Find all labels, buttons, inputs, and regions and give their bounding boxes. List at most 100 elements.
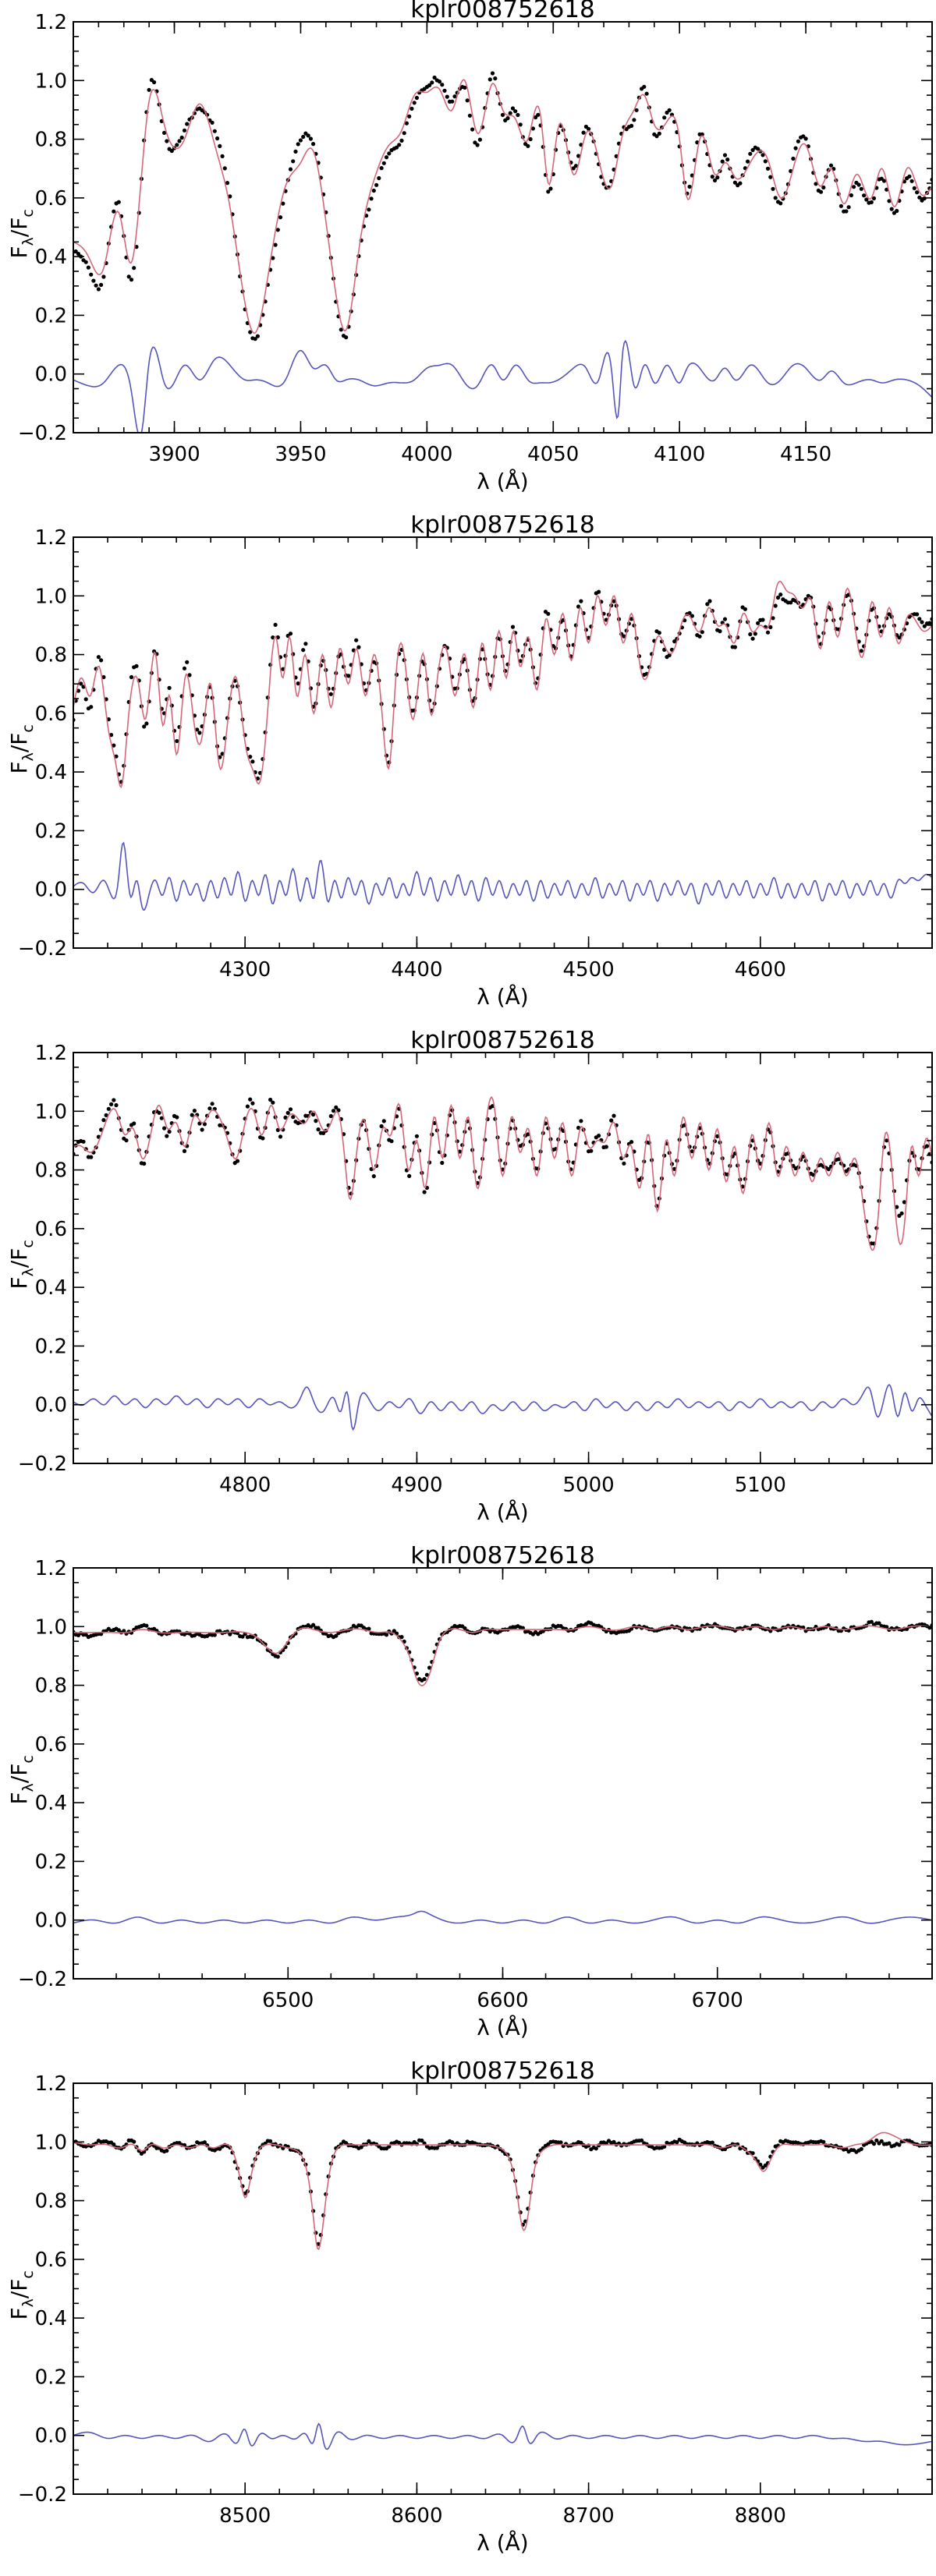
residual-line (73, 2422, 932, 2450)
observed-point (859, 2146, 863, 2151)
observed-point (760, 153, 765, 157)
observed-point (427, 1665, 432, 1670)
observed-point (377, 175, 381, 181)
observed-point (846, 205, 851, 210)
observed-point (634, 108, 639, 112)
observed-point (144, 1623, 149, 1628)
observed-point (303, 642, 308, 646)
observed-point (404, 121, 410, 126)
x-axis-label: λ (Å) (477, 2014, 528, 2040)
observed-point (253, 337, 257, 341)
y-tick-label: 0.2 (35, 819, 67, 843)
plot-area (73, 580, 932, 911)
observed-point (291, 159, 296, 164)
observed-point (218, 143, 222, 148)
x-tick-label: 4150 (780, 443, 831, 466)
observed-point (887, 612, 892, 617)
observed-point (771, 616, 775, 621)
x-tick-label: 6700 (692, 1989, 743, 2012)
observed-point (218, 2146, 222, 2151)
observed-point (339, 327, 343, 332)
observed-point (452, 94, 457, 99)
observed-point (316, 1626, 321, 1630)
observed-point (654, 134, 659, 139)
observed-point (192, 1109, 197, 1113)
x-tick-label: 8700 (563, 2504, 615, 2528)
observed-point (778, 201, 783, 206)
y-tick-label: 0.8 (35, 129, 67, 152)
observed-point (450, 99, 455, 104)
plot-area (73, 1619, 932, 1924)
observed-point (796, 139, 800, 143)
plot-area (73, 71, 932, 433)
observed-point (392, 1629, 396, 1633)
observed-point (748, 151, 753, 156)
observed-point (546, 611, 551, 616)
y-tick-label: 0.6 (35, 187, 67, 211)
observed-point (912, 186, 916, 190)
observed-point (789, 600, 793, 605)
observed-point (722, 617, 728, 621)
observed-point (765, 166, 771, 171)
observed-point (112, 2142, 116, 2147)
observed-point (473, 140, 477, 145)
y-tick-label: −0.2 (18, 422, 67, 445)
y-tick-label: 0.8 (35, 644, 67, 667)
observed-point (126, 274, 131, 279)
y-axis-label: Fλ/Fc (6, 2270, 37, 2319)
observed-point (902, 1200, 906, 1205)
y-tick-label: 1.2 (35, 526, 67, 550)
panel-title: kplr008752618 (410, 0, 595, 23)
observed-point (165, 2148, 169, 2153)
observed-point (114, 754, 119, 759)
observed-point (328, 1113, 333, 1119)
y-tick-label: 0.8 (35, 1159, 67, 1183)
observed-point (712, 178, 718, 182)
observed-point (917, 617, 922, 621)
observed-point (622, 1161, 626, 1166)
observed-point (273, 242, 278, 247)
observed-point (285, 1110, 290, 1115)
x-tick-label: 5000 (563, 1474, 615, 1497)
observed-point (760, 617, 765, 622)
observed-point (773, 196, 778, 200)
observed-point (334, 1105, 339, 1109)
observed-point (907, 174, 912, 179)
observed-point (440, 83, 445, 87)
model-flux-line (73, 1095, 932, 1251)
observed-point (422, 1677, 427, 1682)
observed-point (96, 655, 101, 660)
x-tick-label: 3900 (148, 443, 200, 466)
observed-point (915, 612, 920, 617)
observed-point (179, 135, 184, 140)
observed-point (152, 80, 157, 85)
observed-point (597, 1134, 601, 1138)
y-tick-label: 0.6 (35, 702, 67, 726)
observed-point (442, 88, 447, 93)
observed-point (129, 674, 134, 680)
observed-point (705, 602, 710, 607)
observed-point (430, 80, 434, 85)
observed-point (250, 759, 255, 764)
observed-point (889, 207, 894, 211)
observed-point (675, 2140, 679, 2145)
observed-point (814, 182, 818, 186)
observed-point (743, 607, 748, 611)
observed-point (245, 1104, 250, 1109)
observed-point (228, 1632, 232, 1637)
observed-point (344, 335, 349, 340)
y-tick-label: 1.2 (35, 1042, 67, 1065)
observed-point (803, 136, 808, 141)
observed-point (86, 265, 90, 270)
y-tick-label: 0.6 (35, 2249, 67, 2272)
observed-point (81, 1139, 86, 1144)
observed-point (162, 1126, 167, 1131)
observed-point (879, 2139, 884, 2143)
observed-point (897, 2143, 902, 2147)
observed-point (296, 142, 300, 147)
x-axis-label: λ (Å) (477, 2529, 528, 2556)
observed-point (828, 163, 834, 168)
x-axis-label: λ (Å) (477, 468, 528, 494)
observed-point (210, 120, 214, 125)
observed-point (427, 83, 432, 87)
